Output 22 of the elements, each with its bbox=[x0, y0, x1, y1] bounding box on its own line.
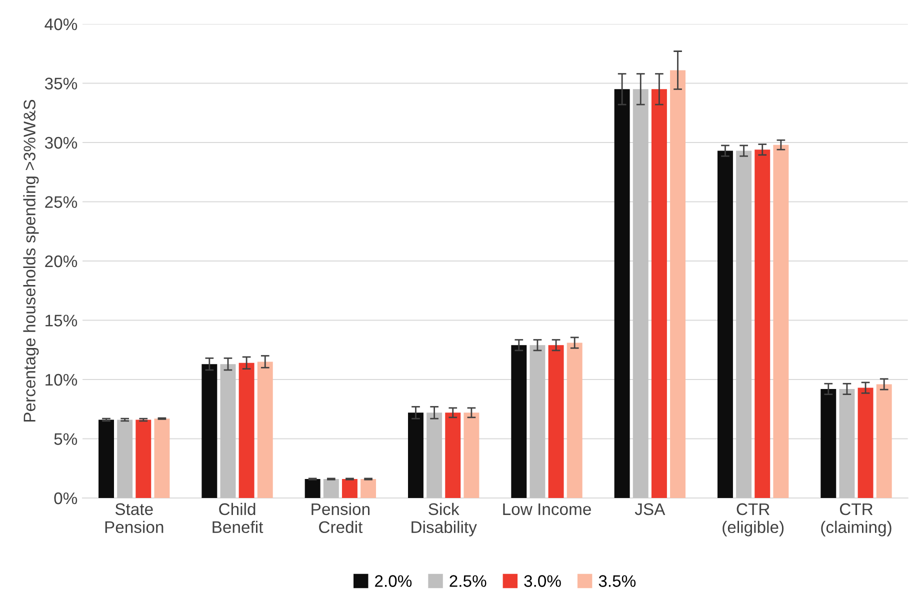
x-tick-label: JSA bbox=[634, 503, 666, 516]
x-tick-label: Sick Disability bbox=[412, 502, 477, 536]
x-tick-label: State Pension bbox=[105, 503, 164, 534]
legend-label: 2.0% bbox=[375, 575, 412, 587]
y-tick-label: 5% bbox=[54, 433, 78, 445]
y-tick-label: 25% bbox=[45, 196, 78, 208]
x-tick-label: Pension Credit bbox=[312, 502, 370, 534]
y-axis-title: Percentage households spending >3%W&S bbox=[23, 100, 39, 422]
y-tick-label: 10% bbox=[46, 374, 78, 386]
y-tick-label: 30% bbox=[44, 136, 78, 149]
y-tick-label: 40% bbox=[44, 18, 78, 30]
y-tick-label: 35% bbox=[44, 78, 78, 90]
y-tick-label: 0% bbox=[54, 492, 78, 504]
x-tick-label: CTR (claiming) bbox=[821, 503, 892, 536]
legend-label: 3.0% bbox=[524, 575, 561, 587]
x-tick-label: Child Benefit bbox=[212, 502, 264, 534]
y-tick-label: 15% bbox=[46, 314, 78, 326]
legend-label: 3.5% bbox=[598, 575, 636, 587]
x-tick-label: CTR (eligible) bbox=[722, 503, 784, 536]
legend-label: 2.5% bbox=[450, 575, 486, 587]
x-tick-label: Low Income bbox=[503, 503, 591, 516]
y-tick-label: 20% bbox=[45, 255, 78, 268]
